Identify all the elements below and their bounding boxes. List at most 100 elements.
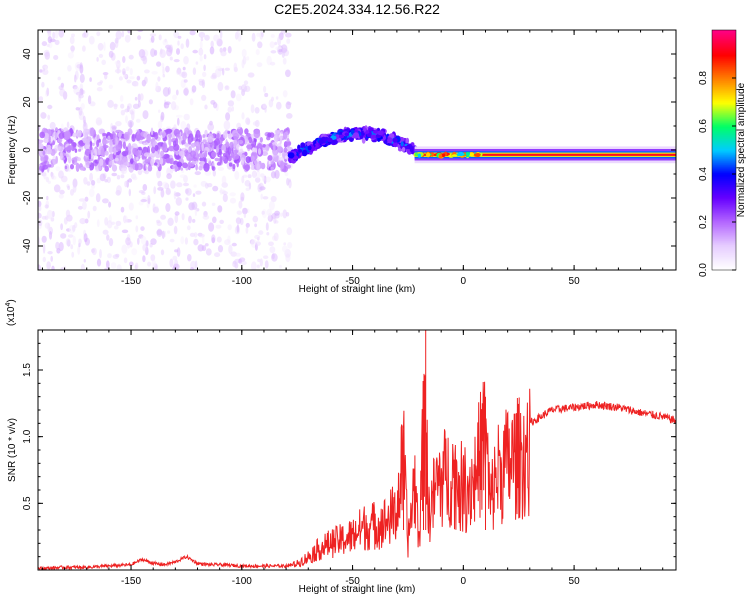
spectrogram-cell [188,215,192,224]
spectrogram-cell [129,68,133,76]
spectrogram-cell [117,132,122,138]
spectrogram-cell [198,165,203,171]
spectrogram-cell [457,151,465,157]
spectrogram-cell [67,168,71,172]
spectrogram-cell [244,164,250,172]
spectrogram-cell [116,185,122,195]
spectrogram-cell [259,31,264,40]
colorbar-strip [712,132,736,135]
spectrogram-cell [165,65,170,73]
colorbar-strip [712,56,736,59]
spectrogram-cell [180,167,184,171]
colorbar-strip [712,174,736,177]
spectrogram-cell [465,152,470,156]
colorbar-strip [712,58,736,61]
colorbar-strip [712,162,736,165]
spectrogram-cell [106,260,110,269]
spectrogram-cell [173,59,180,63]
colorbar-strip [712,166,736,169]
spectrogram-cell [227,146,232,156]
spectrogram-cell [58,170,64,179]
spectrogram-cell [214,252,221,258]
spectrogram-cell [40,111,46,119]
spectrogram-cell [128,54,134,60]
spectrogram-cell [180,120,187,130]
spectrogram-cell [241,157,245,164]
x-tick-label: -50 [345,576,360,587]
spectrogram-cell [124,34,131,43]
spectrogram-cell [50,217,55,222]
spectrogram-cell [236,210,242,215]
spectrogram-cell [138,146,142,151]
spectrogram-cell [154,265,158,270]
colorbar-strip [712,30,736,33]
spectrogram-cell [156,228,163,237]
spectrogram-cell [122,56,126,63]
spectrogram-cell [267,132,272,138]
spectrogram-cell [250,104,255,114]
spectrogram-cell [143,142,146,147]
spectrogram-cell [250,155,255,162]
spectrogram-cell [192,67,197,75]
spectrogram-cell [174,211,180,216]
spectrogram-cell [180,236,185,245]
spectrogram-cell [160,111,165,121]
spectrogram-cell [124,108,130,113]
colorbar-strip [712,128,736,131]
spectrogram-cell [280,212,283,217]
spectrogram-cell [273,144,276,152]
y-tick-label: 40 [22,48,33,60]
spectrogram-cell [45,147,52,155]
spectrogram-cell [405,137,410,144]
spectrogram-cell [135,134,141,142]
spectrogram-cell [118,76,123,81]
colorbar-gradient [712,30,736,271]
spectrogram-cell [279,160,285,170]
spectrogram-cell [96,177,101,184]
spectrogram-cell [101,59,106,65]
spectrogram-cell [219,219,224,224]
spectrogram-cell [252,215,259,223]
spectrogram-cell [219,30,223,40]
colorbar-strip [712,32,736,35]
x-tick-label: 0 [461,576,467,587]
spectrogram-cell [263,255,269,259]
spectrogram-cell [211,237,215,244]
spectrogram-cell [72,224,76,232]
spectrogram-cell [48,231,53,240]
spectrogram-cell [239,257,246,262]
spectrogram-cell [147,197,151,205]
spectrogram-cell [276,146,283,153]
spectrogram-cell [258,230,264,235]
snr-multiplier-text: (x10 [6,306,17,326]
spectrogram-cell [192,49,198,54]
spectrogram-cell [199,40,203,50]
spectrogram-cell [244,128,249,135]
colorbar-strip [712,98,736,101]
spectrogram-cell [157,180,163,187]
spectrogram-cell [111,125,117,130]
spectrogram-cell [318,139,324,145]
spectrogram-cell [71,159,75,164]
spectrogram-cell [147,165,153,172]
spectrogram-cell [142,184,148,191]
spectrogram-cell [70,244,74,250]
spectrogram-cell [39,165,42,171]
spectrogram-cell [162,74,166,78]
spectrogram-cell [281,245,288,253]
colorbar-strip [712,178,736,181]
x-tick-label: -100 [232,276,252,287]
spectrogram-cell [136,156,139,161]
colorbar-strip [712,130,736,133]
spectrogram-cell [134,96,138,101]
spectrogram-cell [262,144,267,148]
colorbar-strip [712,122,736,125]
x-tick-label: 0 [461,276,467,287]
spectrogram-cell [144,69,150,74]
spectrogram-cell [240,192,245,201]
colorbar-strip [712,140,736,143]
spectrogram-cell [205,248,212,256]
spectrogram-cell [276,101,282,110]
spectrogram-cell [50,255,53,262]
spectrogram-cell [221,175,227,185]
